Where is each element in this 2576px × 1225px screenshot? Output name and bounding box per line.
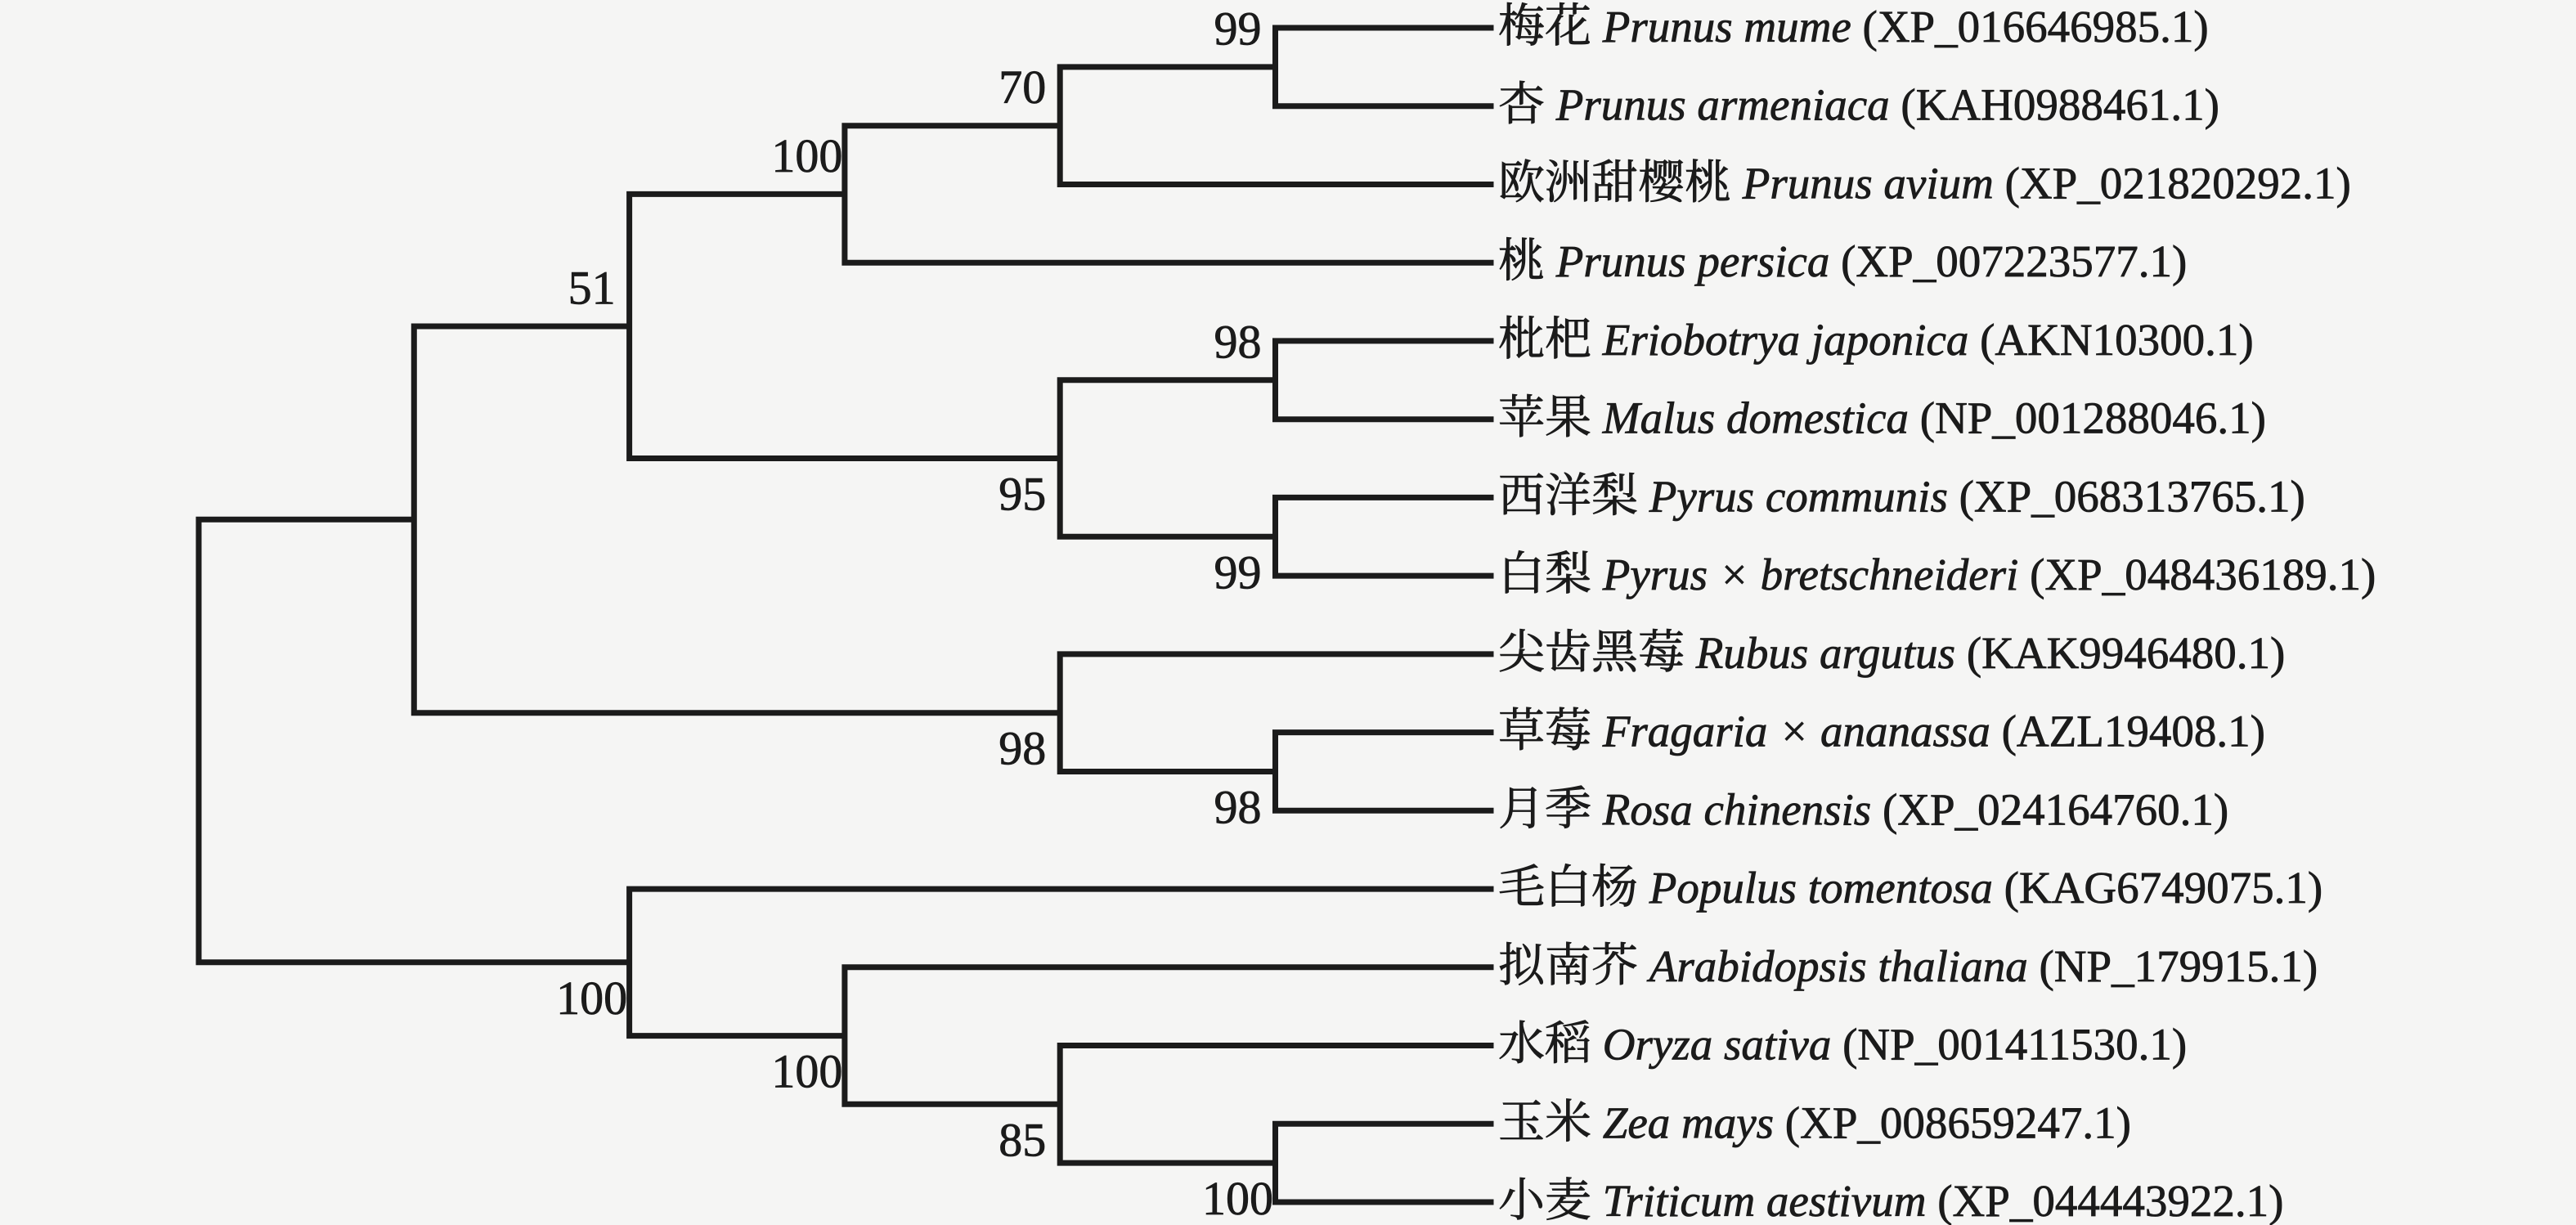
svg-text:99: 99 <box>1214 2 1262 55</box>
svg-text:95: 95 <box>999 468 1046 521</box>
svg-text:99: 99 <box>1214 545 1262 599</box>
svg-text:51: 51 <box>568 262 616 315</box>
svg-text:Arabidopsis thaliana (NP_17991: Arabidopsis thaliana (NP_179915.1) <box>1638 941 2318 991</box>
svg-text:Oryza sativa (NP_001411530.1): Oryza sativa (NP_001411530.1) <box>1591 1020 2187 1070</box>
svg-text:Populus tomentosa (KAG6749075.: Populus tomentosa (KAG6749075.1) <box>1638 863 2322 913</box>
svg-text:Eriobotrya japonica (AKN10300.: Eriobotrya japonica (AKN10300.1) <box>1591 315 2254 365</box>
svg-text:70: 70 <box>999 61 1046 114</box>
svg-text:Prunus avium (XP_021820292.1): Prunus avium (XP_021820292.1) <box>1731 159 2351 209</box>
svg-text:100: 100 <box>1202 1172 1273 1225</box>
svg-text:Pyrus × bretschneideri (XP_048: Pyrus × bretschneideri (XP_048436189.1) <box>1591 550 2376 599</box>
svg-text:98: 98 <box>1214 781 1262 834</box>
svg-text:85: 85 <box>999 1113 1046 1166</box>
svg-text:Prunus persica (XP_007223577.1: Prunus persica (XP_007223577.1) <box>1545 236 2187 286</box>
svg-text:98: 98 <box>999 722 1046 775</box>
svg-text:Malus domestica (NP_001288046.: Malus domestica (NP_001288046.1) <box>1591 393 2266 443</box>
svg-text:100: 100 <box>771 1045 842 1098</box>
svg-text:Prunus armeniaca (KAH0988461.1: Prunus armeniaca (KAH0988461.1) <box>1545 80 2219 130</box>
svg-text:98: 98 <box>1214 315 1262 368</box>
svg-text:100: 100 <box>771 129 842 182</box>
svg-text:Fragaria × ananassa (AZL19408.: Fragaria × ananassa (AZL19408.1) <box>1591 707 2265 756</box>
svg-text:100: 100 <box>556 971 627 1025</box>
svg-text:Rubus argutus (KAK9946480.1): Rubus argutus (KAK9946480.1) <box>1685 628 2285 678</box>
svg-text:Prunus mume (XP_016646985.1): Prunus mume (XP_016646985.1) <box>1591 2 2209 52</box>
svg-text:Zea mays (XP_008659247.1): Zea mays (XP_008659247.1) <box>1591 1097 2131 1147</box>
svg-text:Triticum aestivum (XP_04444392: Triticum aestivum (XP_044443922.1) <box>1591 1176 2283 1225</box>
svg-text:Rosa chinensis (XP_024164760.1: Rosa chinensis (XP_024164760.1) <box>1591 784 2228 834</box>
svg-text:Pyrus communis (XP_068313765.1: Pyrus communis (XP_068313765.1) <box>1638 471 2305 521</box>
